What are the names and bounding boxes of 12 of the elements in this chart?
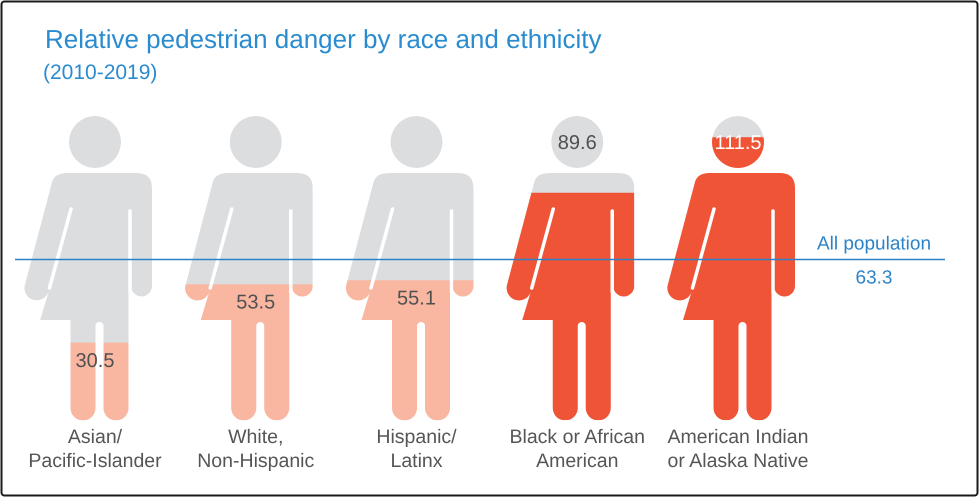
x-tick-label: Asian/ Pacific-Islander <box>28 426 162 472</box>
x-tick-label: American Indian or Alaska Native <box>668 426 808 472</box>
data-label: 53.5 <box>236 292 276 314</box>
data-label: 55.1 <box>397 287 436 310</box>
data-label: 111.5 <box>714 132 762 154</box>
x-tick-label: White, Non-Hispanic <box>197 426 315 472</box>
chart-subtitle: (2010-2019) <box>43 61 158 84</box>
data-label: 89.6 <box>558 132 597 154</box>
x-tick-label: Black or African American <box>510 426 645 472</box>
x-tick-label: Hispanic/ Latinx <box>376 426 458 472</box>
chart-title: Relative pedestrian danger by race and ethnicity <box>45 24 602 54</box>
ref-line-label: All population 63.3 <box>816 233 932 288</box>
